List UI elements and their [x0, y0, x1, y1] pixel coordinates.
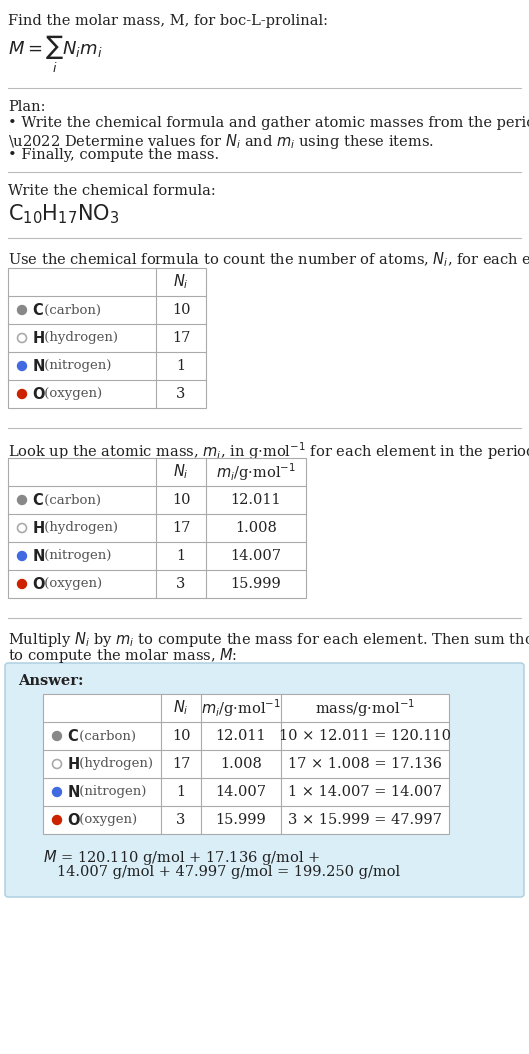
Text: \u2022 Determine values for $N_i$ and $m_i$ using these items.: \u2022 Determine values for $N_i$ and $m…: [8, 132, 434, 151]
Text: to compute the molar mass, $M$:: to compute the molar mass, $M$:: [8, 646, 238, 665]
Text: 1: 1: [177, 549, 186, 563]
Circle shape: [52, 787, 61, 797]
Text: Use the chemical formula to count the number of atoms, $N_i$, for each element:: Use the chemical formula to count the nu…: [8, 250, 529, 269]
Text: (carbon): (carbon): [40, 304, 101, 316]
Text: $\bf{N}$: $\bf{N}$: [67, 784, 80, 800]
Text: $m_i$/g·mol$^{-1}$: $m_i$/g·mol$^{-1}$: [201, 697, 281, 719]
Text: 15.999: 15.999: [216, 813, 267, 827]
Text: $\bf{N}$: $\bf{N}$: [32, 358, 45, 374]
Circle shape: [17, 390, 26, 398]
Circle shape: [52, 731, 61, 741]
Text: 1.008: 1.008: [220, 757, 262, 770]
Circle shape: [17, 580, 26, 588]
Text: $M = \sum_i N_i m_i$: $M = \sum_i N_i m_i$: [8, 34, 103, 75]
Text: (hydrogen): (hydrogen): [75, 758, 153, 770]
Text: 10: 10: [172, 493, 190, 507]
Text: $\mathrm{C_{10}H_{17}NO_3}$: $\mathrm{C_{10}H_{17}NO_3}$: [8, 202, 120, 226]
Text: $\bf{H}$: $\bf{H}$: [32, 330, 45, 346]
Text: Write the chemical formula:: Write the chemical formula:: [8, 184, 216, 198]
Text: $N_i$: $N_i$: [173, 699, 189, 718]
Text: $M$ = 120.110 g/mol + 17.136 g/mol +: $M$ = 120.110 g/mol + 17.136 g/mol +: [43, 848, 320, 867]
Circle shape: [17, 551, 26, 561]
Text: 10: 10: [172, 729, 190, 743]
Text: 3: 3: [176, 577, 186, 591]
Text: $N_i$: $N_i$: [173, 463, 189, 482]
Text: 15.999: 15.999: [231, 577, 281, 591]
Text: (oxygen): (oxygen): [40, 388, 102, 401]
Text: 1 × 14.007 = 14.007: 1 × 14.007 = 14.007: [288, 785, 442, 799]
Text: $\bf{N}$: $\bf{N}$: [32, 548, 45, 564]
Text: (hydrogen): (hydrogen): [40, 522, 118, 534]
Bar: [8, 458, 306, 598]
Text: 1: 1: [177, 359, 186, 373]
Text: (carbon): (carbon): [75, 729, 136, 742]
Text: $\bf{H}$: $\bf{H}$: [32, 520, 45, 536]
Text: Plan:: Plan:: [8, 100, 45, 114]
Text: 17 × 1.008 = 17.136: 17 × 1.008 = 17.136: [288, 757, 442, 770]
Text: (nitrogen): (nitrogen): [40, 549, 112, 563]
Text: $\bf{C}$: $\bf{C}$: [67, 728, 79, 744]
Text: 12.011: 12.011: [231, 493, 281, 507]
Text: • Finally, compute the mass.: • Finally, compute the mass.: [8, 148, 219, 162]
Text: $\bf{O}$: $\bf{O}$: [32, 575, 45, 592]
Text: 14.007 g/mol + 47.997 g/mol = 199.250 g/mol: 14.007 g/mol + 47.997 g/mol = 199.250 g/…: [57, 865, 400, 879]
Text: Find the molar mass, M, for boc-L-prolinal:: Find the molar mass, M, for boc-L-prolin…: [8, 14, 328, 28]
Text: Multiply $N_i$ by $m_i$ to compute the mass for each element. Then sum those val: Multiply $N_i$ by $m_i$ to compute the m…: [8, 630, 529, 649]
Text: 1: 1: [177, 785, 186, 799]
Text: (nitrogen): (nitrogen): [40, 359, 112, 372]
Text: (oxygen): (oxygen): [75, 814, 137, 826]
Text: 3 × 15.999 = 47.997: 3 × 15.999 = 47.997: [288, 813, 442, 827]
Text: $\bf{H}$: $\bf{H}$: [67, 756, 80, 772]
Text: 3: 3: [176, 813, 186, 827]
Text: 1.008: 1.008: [235, 521, 277, 535]
Text: (carbon): (carbon): [40, 493, 101, 507]
Text: 3: 3: [176, 387, 186, 401]
Text: $\bf{C}$: $\bf{C}$: [32, 302, 44, 318]
Text: $\bf{C}$: $\bf{C}$: [32, 492, 44, 508]
Text: (oxygen): (oxygen): [40, 578, 102, 590]
Text: Answer:: Answer:: [18, 674, 84, 688]
Text: mass/g·mol$^{-1}$: mass/g·mol$^{-1}$: [315, 697, 415, 719]
Text: 17: 17: [172, 757, 190, 770]
Circle shape: [52, 816, 61, 824]
Text: 14.007: 14.007: [215, 785, 267, 799]
Text: 17: 17: [172, 521, 190, 535]
Text: $N_i$: $N_i$: [173, 273, 189, 291]
Text: $\bf{O}$: $\bf{O}$: [67, 812, 81, 828]
Bar: [8, 268, 206, 408]
Text: (nitrogen): (nitrogen): [75, 785, 147, 799]
Circle shape: [17, 362, 26, 371]
Text: (hydrogen): (hydrogen): [40, 332, 118, 345]
Bar: [43, 694, 449, 834]
Text: 14.007: 14.007: [231, 549, 281, 563]
Text: • Write the chemical formula and gather atomic masses from the periodic table.: • Write the chemical formula and gather …: [8, 116, 529, 130]
Text: Look up the atomic mass, $m_i$, in g$\cdot$mol$^{-1}$ for each element in the pe: Look up the atomic mass, $m_i$, in g$\cd…: [8, 440, 529, 462]
Circle shape: [17, 306, 26, 314]
Text: 12.011: 12.011: [216, 729, 266, 743]
Text: 10 × 12.011 = 120.110: 10 × 12.011 = 120.110: [279, 729, 451, 743]
Text: 10: 10: [172, 302, 190, 317]
Text: $m_i$/g·mol$^{-1}$: $m_i$/g·mol$^{-1}$: [216, 462, 296, 483]
Circle shape: [17, 495, 26, 505]
Text: 17: 17: [172, 331, 190, 345]
FancyBboxPatch shape: [5, 663, 524, 897]
Text: $\bf{O}$: $\bf{O}$: [32, 386, 45, 402]
